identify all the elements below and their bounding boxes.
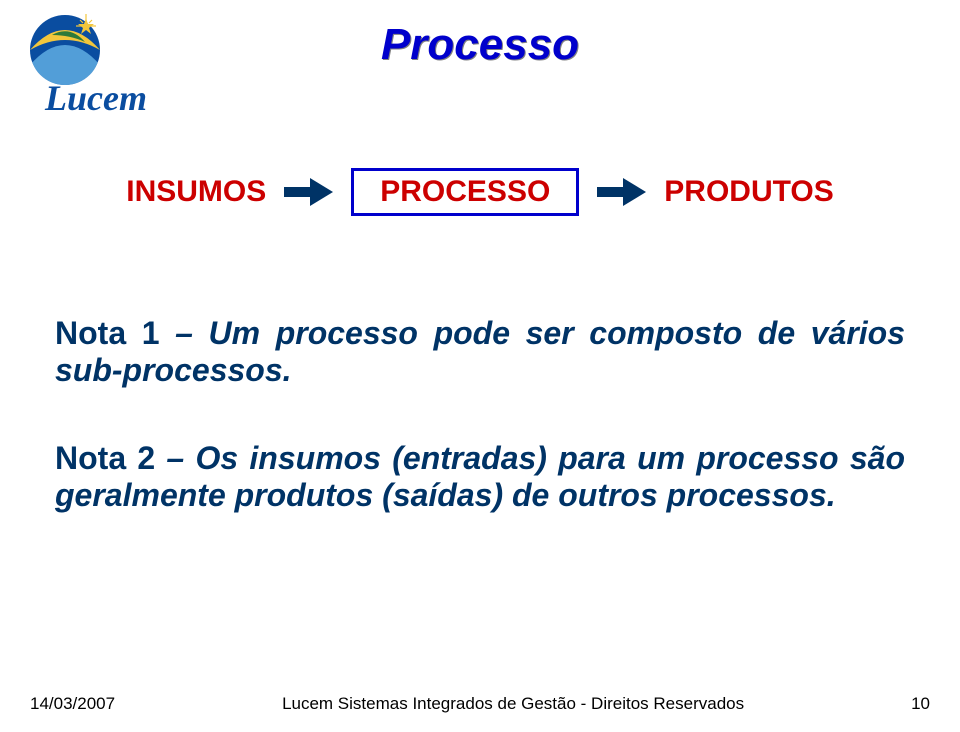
note-1-body: – Um processo pode ser composto de vário… <box>55 315 905 388</box>
note-2-body: – Os insumos (entradas) para um processo… <box>55 440 905 513</box>
svg-text:Lucem: Lucem <box>44 78 147 118</box>
brand-logo: Lucem <box>10 10 165 120</box>
flow-process-box: PROCESSO <box>351 168 579 216</box>
note-2-lead: Nota 2 <box>55 440 166 476</box>
footer-page-number: 10 <box>911 694 930 714</box>
slide-title: Processo <box>381 20 579 70</box>
footer-copyright: Lucem Sistemas Integrados de Gestão - Di… <box>282 694 744 714</box>
arrow-icon <box>284 178 333 206</box>
note-1-lead: Nota 1 <box>55 315 175 351</box>
flow-input-label: INSUMOS <box>126 175 266 209</box>
footer: 14/03/2007 Lucem Sistemas Integrados de … <box>30 694 930 714</box>
process-flow-diagram: INSUMOS PROCESSO PRODUTOS <box>0 168 960 216</box>
arrow-icon <box>597 178 646 206</box>
footer-date: 14/03/2007 <box>30 694 115 714</box>
note-2: Nota 2 – Os insumos (entradas) para um p… <box>55 440 905 514</box>
note-1: Nota 1 – Um processo pode ser composto d… <box>55 315 905 389</box>
flow-output-label: PRODUTOS <box>664 175 833 209</box>
